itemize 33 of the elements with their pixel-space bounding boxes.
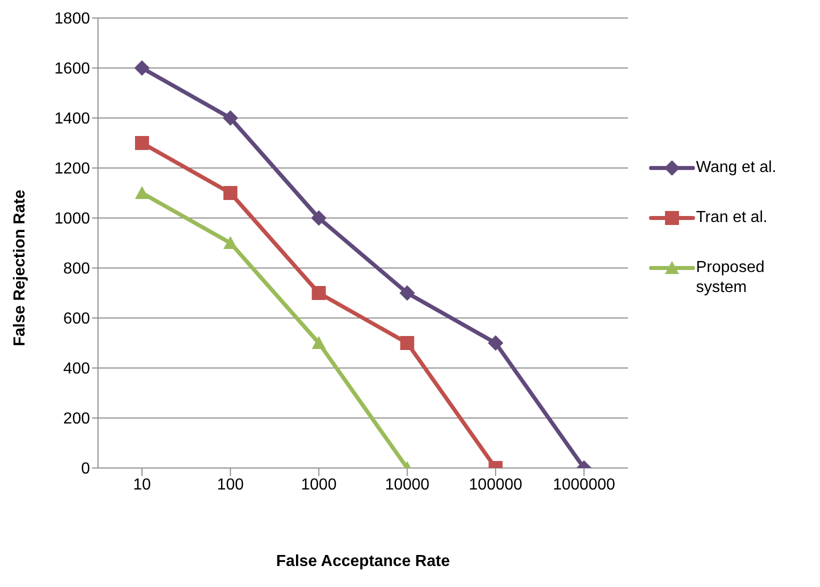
point xyxy=(223,236,238,249)
y-tick-label: 200 xyxy=(63,410,90,428)
point xyxy=(135,186,149,199)
point xyxy=(222,110,238,126)
y-tick-label: 400 xyxy=(63,360,90,378)
y-tick-label: 800 xyxy=(63,260,90,278)
x-tick-label: 1000000 xyxy=(552,476,616,494)
y-tick-label: 0 xyxy=(81,460,90,478)
x-tick-label: 10000 xyxy=(384,476,430,494)
y-tick-label: 1400 xyxy=(54,110,90,128)
y-tick-label: 1800 xyxy=(54,10,90,28)
x-tick-label: 1000 xyxy=(301,476,337,494)
point xyxy=(135,136,149,150)
point xyxy=(134,60,150,76)
x-tick-label: 100000 xyxy=(468,476,522,494)
point xyxy=(488,336,504,350)
point xyxy=(311,210,326,226)
x-tick-label: 10 xyxy=(133,476,151,494)
point xyxy=(400,286,415,300)
x-tick-label: 100 xyxy=(217,476,244,494)
y-tick-label: 600 xyxy=(63,310,90,328)
y-tick-label: 1000 xyxy=(54,210,90,228)
y-axis-title: False Rejection Rate xyxy=(11,190,29,346)
point xyxy=(312,336,326,349)
point xyxy=(312,286,326,300)
legend-label: Tran et al. xyxy=(696,208,768,228)
legend-label: Wang et al. xyxy=(696,158,778,178)
point xyxy=(400,336,414,350)
x-axis-title: False Acceptance Rate xyxy=(275,553,451,571)
point xyxy=(223,186,238,200)
y-tick-label: 1600 xyxy=(54,60,90,78)
y-tick-label: 1200 xyxy=(54,160,90,178)
legend-label: Proposed system xyxy=(696,258,766,298)
